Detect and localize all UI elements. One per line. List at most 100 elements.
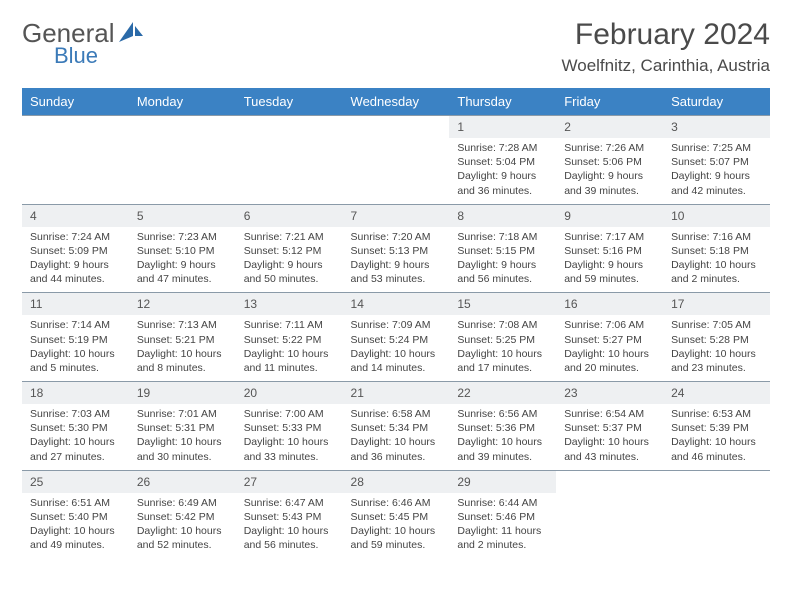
- calendar-day-cell: 21Sunrise: 6:58 AMSunset: 5:34 PMDayligh…: [343, 382, 450, 471]
- day-details: Sunrise: 7:03 AMSunset: 5:30 PMDaylight:…: [22, 404, 129, 470]
- day-number: 22: [449, 382, 556, 404]
- calendar-day-cell: 4Sunrise: 7:24 AMSunset: 5:09 PMDaylight…: [22, 204, 129, 293]
- calendar-day-cell: 10Sunrise: 7:16 AMSunset: 5:18 PMDayligh…: [663, 204, 770, 293]
- calendar-day-cell: 13Sunrise: 7:11 AMSunset: 5:22 PMDayligh…: [236, 293, 343, 382]
- calendar-week-row: 18Sunrise: 7:03 AMSunset: 5:30 PMDayligh…: [22, 382, 770, 471]
- calendar-table: SundayMondayTuesdayWednesdayThursdayFrid…: [22, 88, 770, 558]
- day-details: Sunrise: 7:18 AMSunset: 5:15 PMDaylight:…: [449, 227, 556, 293]
- weekday-header: Friday: [556, 88, 663, 116]
- day-details: Sunrise: 7:24 AMSunset: 5:09 PMDaylight:…: [22, 227, 129, 293]
- day-number: 24: [663, 382, 770, 404]
- day-number: 6: [236, 205, 343, 227]
- day-number: 29: [449, 471, 556, 493]
- day-details: Sunrise: 7:17 AMSunset: 5:16 PMDaylight:…: [556, 227, 663, 293]
- day-details: Sunrise: 7:25 AMSunset: 5:07 PMDaylight:…: [663, 138, 770, 204]
- day-number: 13: [236, 293, 343, 315]
- calendar-day-cell: 9Sunrise: 7:17 AMSunset: 5:16 PMDaylight…: [556, 204, 663, 293]
- calendar-day-cell: 25Sunrise: 6:51 AMSunset: 5:40 PMDayligh…: [22, 470, 129, 558]
- day-details: Sunrise: 6:54 AMSunset: 5:37 PMDaylight:…: [556, 404, 663, 470]
- page-header: General Blue February 2024 Woelfnitz, Ca…: [22, 18, 770, 76]
- calendar-day-cell: 17Sunrise: 7:05 AMSunset: 5:28 PMDayligh…: [663, 293, 770, 382]
- location-text: Woelfnitz, Carinthia, Austria: [562, 56, 771, 76]
- day-details: Sunrise: 7:06 AMSunset: 5:27 PMDaylight:…: [556, 315, 663, 381]
- day-number: 20: [236, 382, 343, 404]
- calendar-day-cell: 22Sunrise: 6:56 AMSunset: 5:36 PMDayligh…: [449, 382, 556, 471]
- calendar-day-cell: 1Sunrise: 7:28 AMSunset: 5:04 PMDaylight…: [449, 116, 556, 205]
- day-details: Sunrise: 6:47 AMSunset: 5:43 PMDaylight:…: [236, 493, 343, 559]
- day-number: 1: [449, 116, 556, 138]
- day-details: Sunrise: 7:23 AMSunset: 5:10 PMDaylight:…: [129, 227, 236, 293]
- day-details: Sunrise: 6:53 AMSunset: 5:39 PMDaylight:…: [663, 404, 770, 470]
- calendar-week-row: 25Sunrise: 6:51 AMSunset: 5:40 PMDayligh…: [22, 470, 770, 558]
- calendar-day-cell: 7Sunrise: 7:20 AMSunset: 5:13 PMDaylight…: [343, 204, 450, 293]
- calendar-day-cell: 27Sunrise: 6:47 AMSunset: 5:43 PMDayligh…: [236, 470, 343, 558]
- logo: General Blue: [22, 18, 145, 69]
- calendar-day-cell: 26Sunrise: 6:49 AMSunset: 5:42 PMDayligh…: [129, 470, 236, 558]
- day-details: Sunrise: 7:00 AMSunset: 5:33 PMDaylight:…: [236, 404, 343, 470]
- weekday-header: Wednesday: [343, 88, 450, 116]
- day-number: 2: [556, 116, 663, 138]
- day-number: 27: [236, 471, 343, 493]
- page-title: February 2024: [562, 18, 771, 52]
- day-number: 15: [449, 293, 556, 315]
- calendar-day-cell: ..: [22, 116, 129, 205]
- calendar-day-cell: ..: [343, 116, 450, 205]
- day-details: Sunrise: 7:09 AMSunset: 5:24 PMDaylight:…: [343, 315, 450, 381]
- sail-icon: [119, 22, 145, 47]
- weekday-header: Sunday: [22, 88, 129, 116]
- calendar-day-cell: 24Sunrise: 6:53 AMSunset: 5:39 PMDayligh…: [663, 382, 770, 471]
- calendar-body: ........1Sunrise: 7:28 AMSunset: 5:04 PM…: [22, 116, 770, 559]
- calendar-day-cell: ..: [556, 470, 663, 558]
- day-details: Sunrise: 6:51 AMSunset: 5:40 PMDaylight:…: [22, 493, 129, 559]
- day-details: Sunrise: 6:58 AMSunset: 5:34 PMDaylight:…: [343, 404, 450, 470]
- day-number: 14: [343, 293, 450, 315]
- weekday-header: Monday: [129, 88, 236, 116]
- calendar-day-cell: ..: [663, 470, 770, 558]
- calendar-day-cell: 28Sunrise: 6:46 AMSunset: 5:45 PMDayligh…: [343, 470, 450, 558]
- calendar-week-row: 4Sunrise: 7:24 AMSunset: 5:09 PMDaylight…: [22, 204, 770, 293]
- day-details: Sunrise: 7:08 AMSunset: 5:25 PMDaylight:…: [449, 315, 556, 381]
- day-number: 10: [663, 205, 770, 227]
- day-details: Sunrise: 6:56 AMSunset: 5:36 PMDaylight:…: [449, 404, 556, 470]
- day-details: Sunrise: 7:13 AMSunset: 5:21 PMDaylight:…: [129, 315, 236, 381]
- day-number: 26: [129, 471, 236, 493]
- calendar-day-cell: 23Sunrise: 6:54 AMSunset: 5:37 PMDayligh…: [556, 382, 663, 471]
- weekday-header: Saturday: [663, 88, 770, 116]
- day-details: Sunrise: 6:44 AMSunset: 5:46 PMDaylight:…: [449, 493, 556, 559]
- calendar-day-cell: 11Sunrise: 7:14 AMSunset: 5:19 PMDayligh…: [22, 293, 129, 382]
- day-number: 9: [556, 205, 663, 227]
- calendar-day-cell: 8Sunrise: 7:18 AMSunset: 5:15 PMDaylight…: [449, 204, 556, 293]
- day-details: Sunrise: 7:26 AMSunset: 5:06 PMDaylight:…: [556, 138, 663, 204]
- day-number: 19: [129, 382, 236, 404]
- day-number: 28: [343, 471, 450, 493]
- day-details: Sunrise: 7:21 AMSunset: 5:12 PMDaylight:…: [236, 227, 343, 293]
- calendar-day-cell: 16Sunrise: 7:06 AMSunset: 5:27 PMDayligh…: [556, 293, 663, 382]
- weekday-header: Thursday: [449, 88, 556, 116]
- calendar-day-cell: 3Sunrise: 7:25 AMSunset: 5:07 PMDaylight…: [663, 116, 770, 205]
- day-number: 12: [129, 293, 236, 315]
- weekday-header-row: SundayMondayTuesdayWednesdayThursdayFrid…: [22, 88, 770, 116]
- day-number: 17: [663, 293, 770, 315]
- calendar-day-cell: ..: [236, 116, 343, 205]
- calendar-day-cell: 29Sunrise: 6:44 AMSunset: 5:46 PMDayligh…: [449, 470, 556, 558]
- calendar-day-cell: 18Sunrise: 7:03 AMSunset: 5:30 PMDayligh…: [22, 382, 129, 471]
- day-number: 11: [22, 293, 129, 315]
- day-details: Sunrise: 7:14 AMSunset: 5:19 PMDaylight:…: [22, 315, 129, 381]
- calendar-day-cell: 5Sunrise: 7:23 AMSunset: 5:10 PMDaylight…: [129, 204, 236, 293]
- calendar-day-cell: 14Sunrise: 7:09 AMSunset: 5:24 PMDayligh…: [343, 293, 450, 382]
- calendar-day-cell: 15Sunrise: 7:08 AMSunset: 5:25 PMDayligh…: [449, 293, 556, 382]
- day-details: Sunrise: 7:28 AMSunset: 5:04 PMDaylight:…: [449, 138, 556, 204]
- calendar-week-row: 11Sunrise: 7:14 AMSunset: 5:19 PMDayligh…: [22, 293, 770, 382]
- day-number: 16: [556, 293, 663, 315]
- day-number: 23: [556, 382, 663, 404]
- calendar-day-cell: 19Sunrise: 7:01 AMSunset: 5:31 PMDayligh…: [129, 382, 236, 471]
- day-number: 5: [129, 205, 236, 227]
- day-number: 25: [22, 471, 129, 493]
- day-details: Sunrise: 7:16 AMSunset: 5:18 PMDaylight:…: [663, 227, 770, 293]
- day-number: 4: [22, 205, 129, 227]
- calendar-day-cell: 20Sunrise: 7:00 AMSunset: 5:33 PMDayligh…: [236, 382, 343, 471]
- day-number: 3: [663, 116, 770, 138]
- calendar-day-cell: 2Sunrise: 7:26 AMSunset: 5:06 PMDaylight…: [556, 116, 663, 205]
- day-number: 8: [449, 205, 556, 227]
- day-number: 21: [343, 382, 450, 404]
